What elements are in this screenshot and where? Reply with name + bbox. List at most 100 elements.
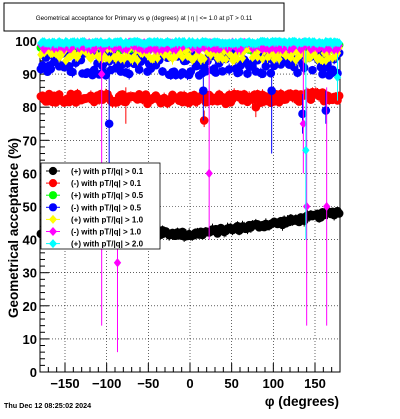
data-point [297, 44, 305, 55]
data-point [110, 44, 118, 54]
data-point [280, 48, 288, 59]
data-point [335, 38, 343, 48]
data-point [308, 65, 317, 75]
legend-frame [40, 162, 161, 250]
data-point [168, 54, 177, 64]
data-point [104, 119, 114, 129]
x-tick-label: 150 [304, 376, 326, 391]
data-point [123, 51, 132, 61]
data-point [251, 102, 261, 112]
data-point [333, 72, 342, 83]
y-tick-label: 20 [23, 299, 37, 314]
timestamp: Thu Dec 12 08:25:02 2024 [4, 401, 91, 410]
data-point [238, 53, 247, 63]
data-point [178, 52, 187, 63]
x-tick-label: 0 [186, 376, 193, 391]
legend-label: (+) with pT/|q| > 2.0 [71, 240, 144, 249]
data-point [199, 116, 209, 125]
data-point [112, 54, 120, 64]
y-tick-label: 30 [23, 266, 37, 281]
y-tick-label: 50 [23, 200, 37, 215]
legend-item: (+) with pT/|q| > 0.1 [46, 166, 144, 176]
data-point [318, 69, 327, 79]
legend-item: (-) with pT/|q| > 0.1 [46, 179, 142, 188]
data-point [185, 51, 193, 62]
data-point [325, 52, 333, 62]
data-point [95, 53, 103, 63]
data-point [200, 54, 208, 64]
data-point [298, 109, 307, 119]
data-point [207, 50, 215, 60]
data-point [292, 55, 300, 65]
title-box: Geometrical acceptance for Primary vs φ … [3, 2, 285, 32]
legend-marker [49, 239, 57, 249]
legend-marker [48, 203, 58, 212]
data-point [38, 61, 47, 70]
y-tick-label: 10 [23, 332, 37, 347]
data-point [267, 86, 276, 95]
chart-title: Geometrical acceptance for Primary vs φ … [36, 15, 253, 22]
data-point [172, 52, 180, 62]
data-point [302, 201, 311, 212]
data-point [211, 68, 221, 77]
data-point [163, 44, 172, 54]
y-tick-label: 100 [15, 34, 37, 49]
data-point [280, 42, 288, 52]
data-point [275, 54, 283, 64]
data-point [199, 86, 208, 95]
legend-label: (+) with pT/|q| > 0.1 [71, 167, 144, 176]
y-tick-label: 70 [23, 133, 37, 148]
data-point [128, 54, 137, 64]
data-point [133, 55, 142, 65]
legend-marker [48, 191, 58, 200]
data-point [46, 64, 56, 74]
data-point [270, 54, 278, 64]
data-point [222, 54, 230, 65]
data-point [227, 50, 235, 60]
series-7 [37, 36, 343, 240]
legend-item: (-) with pT/|q| > 1.0 [46, 227, 142, 237]
legend-label: (-) with pT/|q| > 1.0 [71, 228, 142, 237]
y-tick-label: 60 [23, 166, 37, 181]
legend-item: (+) with pT/|q| > 1.0 [46, 214, 144, 224]
legend-marker [49, 227, 57, 236]
data-point [321, 106, 331, 115]
data-point [102, 53, 110, 63]
data-point [240, 46, 248, 56]
ticks-layer: −150 −100 −50 0 50 100 150 0 10 20 30 40 50 60 70 80 90 1… [15, 34, 333, 391]
data-point [158, 45, 167, 55]
data-point [252, 49, 260, 59]
y-tick-label: 0 [30, 365, 37, 380]
legend-item: (+) with pT/|q| > 0.5 [46, 191, 144, 200]
data-point [234, 67, 244, 77]
legend-label: (+) with pT/|q| > 0.5 [71, 191, 144, 200]
data-point [105, 54, 113, 65]
data-point [315, 43, 323, 53]
y-axis-label: Geometrical acceptance (%) [6, 138, 21, 318]
legend-item: (+) with pT/|q| > 2.0 [46, 239, 144, 249]
data-point [218, 67, 227, 76]
data-point [243, 69, 252, 78]
data-point [299, 119, 308, 129]
legend-marker [48, 179, 58, 188]
data-point [232, 51, 240, 61]
data-point [233, 54, 242, 64]
data-point [124, 69, 134, 79]
data-point [172, 45, 180, 55]
data-point [294, 97, 304, 106]
data-point [67, 44, 75, 54]
x-tick-label: 100 [262, 376, 284, 391]
data-point [143, 44, 152, 54]
legend-marker [48, 166, 58, 176]
data-point [293, 68, 302, 77]
series-2 [36, 87, 344, 128]
data-point [113, 258, 122, 268]
x-tick-label: −150 [50, 376, 79, 391]
y-tick-label: 40 [23, 233, 37, 248]
legend-label: (-) with pT/|q| > 0.5 [71, 203, 142, 212]
data-point [188, 43, 197, 54]
data-point [258, 69, 267, 79]
data-point [330, 45, 338, 55]
